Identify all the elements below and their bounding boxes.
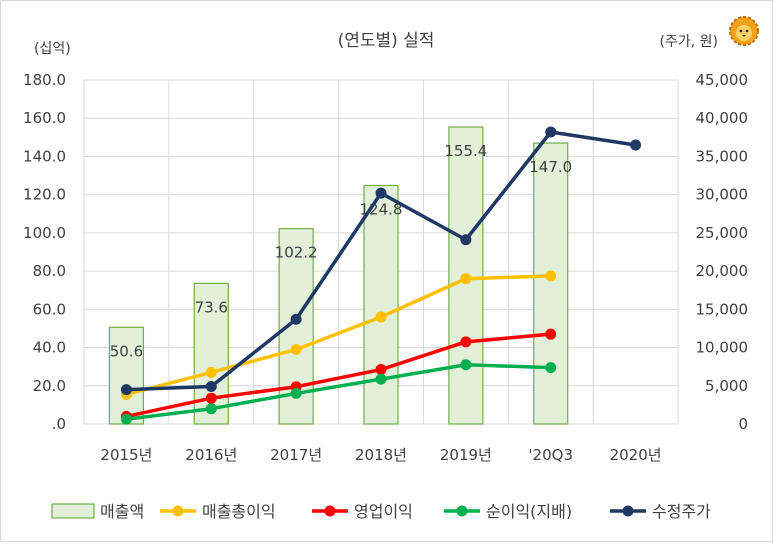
series-point-2-2 — [290, 387, 302, 399]
left-tick-label: 60.0 — [33, 300, 66, 318]
chart-title: (연도별) 실적 — [338, 31, 435, 51]
legend-label-4: 수정주가 — [652, 502, 711, 521]
legend-label-3: 순이익(지배) — [486, 502, 572, 521]
right-tick-label: 10,000 — [696, 339, 749, 357]
left-tick-label: 100.0 — [23, 224, 66, 242]
right-tick-label: 0 — [738, 415, 748, 433]
series-point-3-5 — [545, 126, 557, 138]
series-point-3-0 — [120, 384, 132, 396]
right-tick-label: 45,000 — [696, 71, 749, 89]
bar-value-labels: 50.6 73.6 102.2 124.8 155.4 147.0 — [110, 142, 572, 360]
legend-label-1: 매출총이익 — [202, 502, 276, 521]
x-tick-label: 2017년 — [270, 446, 322, 464]
left-tick-label: 160.0 — [23, 109, 66, 127]
series-line-1 — [126, 332, 551, 419]
bar-label-4: 155.4 — [444, 142, 487, 160]
legend-swatch-marker — [324, 505, 336, 517]
left-tick-label: 80.0 — [33, 262, 66, 280]
right-tick-label: 20,000 — [696, 262, 749, 280]
legend-swatch-marker — [622, 505, 634, 517]
right-tick-label: 40,000 — [696, 109, 749, 127]
legend: 매출액 매출총이익 영업이익 순이익(지배) 수정주가 — [51, 502, 711, 521]
series-point-3-2 — [290, 313, 302, 325]
x-tick-label: 2018년 — [355, 446, 407, 464]
legend-swatch-bar — [51, 503, 95, 519]
legend-label-2: 영업이익 — [354, 502, 413, 521]
series-point-2-1 — [205, 403, 217, 415]
series-point-0-2 — [290, 343, 302, 355]
bar-label-3: 124.8 — [360, 200, 403, 218]
series-point-2-5 — [545, 362, 557, 374]
bar-3 — [363, 184, 399, 425]
right-tick-label: 35,000 — [696, 147, 749, 165]
series-point-0-5 — [545, 270, 557, 282]
series-point-1-4 — [460, 336, 472, 348]
series-point-0-3 — [375, 311, 387, 323]
bar-label-1: 73.6 — [195, 298, 228, 316]
series-point-2-3 — [375, 373, 387, 385]
x-tick-label: 2016년 — [185, 446, 237, 464]
right-axis-unit: (주가, 원) — [660, 34, 718, 50]
legend-label-0: 매출액 — [100, 502, 144, 521]
series-point-3-4 — [460, 234, 472, 246]
legend-swatch-marker — [172, 505, 184, 517]
left-axis-ticks: .0 20.0 40.0 60.0 80.0 100.0 120.0 140.0 160.0 18… — [23, 71, 66, 433]
right-axis-ticks: 0 5,000 10,000 15,000 20,000 25,000 30,000 35,0… — [696, 71, 749, 433]
series-line-2 — [126, 363, 551, 421]
right-tick-label: 5,000 — [705, 377, 748, 395]
left-tick-label: 40.0 — [33, 339, 66, 357]
x-axis-ticks: 2015년 2016년 2017년 2018년 2019년 '20Q3 2020년 — [100, 446, 661, 464]
left-tick-label: 180.0 — [23, 71, 66, 89]
right-tick-label: 25,000 — [696, 224, 749, 242]
series-point-1-5 — [545, 328, 557, 340]
series-point-2-4 — [460, 359, 472, 371]
x-tick-label: 2019년 — [440, 446, 492, 464]
series-point-1-3 — [375, 364, 387, 376]
bar-label-0: 50.6 — [110, 342, 143, 360]
left-tick-label: 120.0 — [23, 186, 66, 204]
x-tick-label: 2015년 — [100, 446, 152, 464]
x-tick-label: '20Q3 — [528, 446, 573, 464]
series-point-2-0 — [120, 413, 132, 425]
left-tick-label: .0 — [52, 415, 66, 433]
x-tick-label: 2020년 — [610, 446, 662, 464]
bar-label-2: 102.2 — [275, 244, 318, 262]
series-point-3-3 — [375, 187, 387, 199]
left-axis-unit: (십억) — [34, 41, 71, 57]
right-tick-label: 30,000 — [696, 186, 749, 204]
left-tick-label: 20.0 — [33, 377, 66, 395]
left-tick-label: 140.0 — [23, 147, 66, 165]
series-point-0-4 — [460, 273, 472, 285]
lion-head-icon — [729, 16, 759, 46]
right-tick-label: 15,000 — [696, 300, 749, 318]
line-series — [120, 126, 642, 425]
bar-5 — [533, 142, 569, 425]
bar-label-5: 147.0 — [529, 158, 572, 176]
series-point-3-6 — [630, 139, 642, 151]
legend-swatch-marker — [456, 505, 468, 517]
series-line-0 — [125, 274, 551, 397]
series-point-3-1 — [205, 381, 217, 393]
series-point-1-1 — [205, 392, 217, 404]
bar-0 — [108, 326, 145, 425]
series-point-0-1 — [205, 366, 217, 378]
